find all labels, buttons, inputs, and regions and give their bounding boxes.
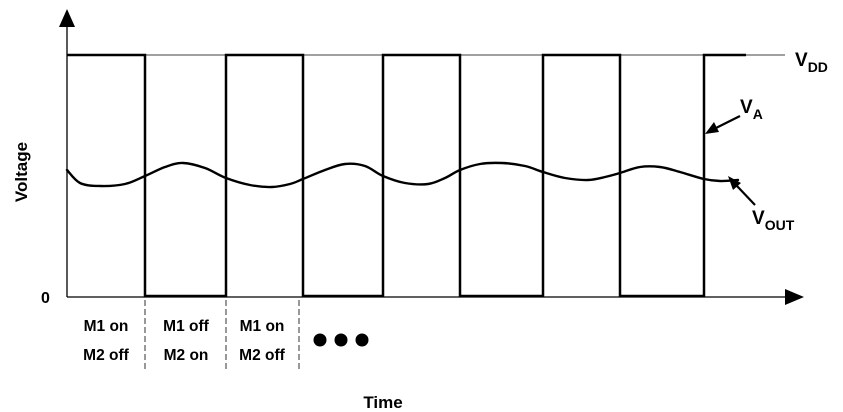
vdd-label-main: V: [795, 50, 808, 71]
phase-1-line2: M2 off: [83, 347, 129, 364]
vout-label: VOUT: [752, 208, 795, 233]
va-label-main: V: [740, 97, 753, 118]
phase-3-line1: M1 on: [240, 318, 285, 335]
vout-ripple-wave: [65, 161, 740, 189]
vout-pointer-arrowhead: [728, 176, 741, 190]
continuation-dot: [355, 333, 369, 347]
va-label-sub: A: [753, 106, 763, 122]
phase-2-line1: M1 off: [163, 318, 209, 335]
vout-pointer-line: [736, 185, 756, 206]
continuation-dot: [334, 333, 348, 347]
vdd-label-sub: DD: [808, 59, 828, 75]
phase-1-line1: M1 on: [84, 318, 129, 335]
y-axis-label: Voltage: [12, 142, 31, 202]
vout-label-main: V: [752, 208, 765, 229]
continuation-dot: [313, 333, 327, 347]
va-pointer-arrowhead: [705, 122, 719, 134]
x-axis-arrowhead: [785, 289, 804, 305]
va-label: VA: [740, 97, 763, 122]
phase-2-line2: M2 on: [164, 347, 209, 364]
vout-label-sub: OUT: [765, 217, 795, 233]
va-pointer-line: [715, 115, 741, 129]
phase-3-line2: M2 off: [239, 347, 285, 364]
x-axis-label: Time: [363, 393, 402, 412]
zero-label: 0: [41, 290, 50, 307]
vdd-label: VDD: [795, 50, 828, 75]
va-square-wave: [67, 53, 746, 298]
y-axis-arrowhead: [59, 9, 75, 27]
